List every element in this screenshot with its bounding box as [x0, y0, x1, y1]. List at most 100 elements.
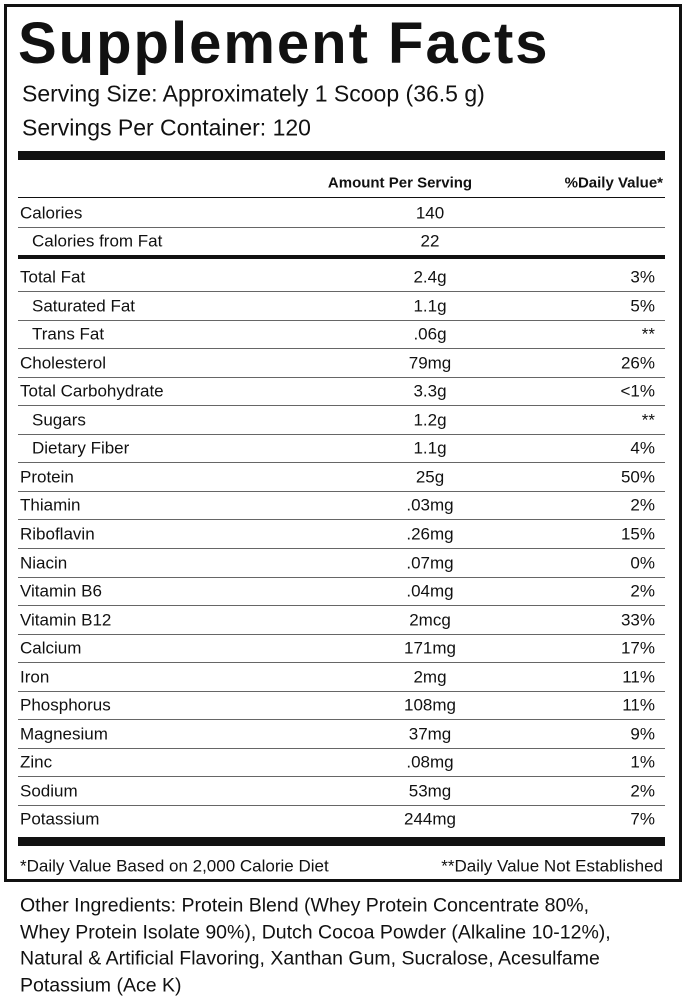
thick-rule	[18, 837, 665, 846]
daily-value: 1%	[630, 752, 655, 772]
row-rule	[18, 747, 665, 749]
daily-value: 2%	[630, 781, 655, 801]
nutrient-name: Dietary Fiber	[32, 438, 130, 458]
other-ingredients: Other Ingredients: Protein Blend (Whey P…	[20, 894, 590, 917]
row-rule	[18, 719, 665, 721]
nutrient-name: Protein	[20, 467, 74, 487]
daily-value: 26%	[620, 353, 655, 373]
daily-value: **	[641, 324, 655, 344]
row-rule	[18, 547, 665, 549]
nutrient-name: Iron	[20, 667, 50, 687]
row-rule	[18, 576, 665, 578]
nutrient-name: Sodium	[20, 781, 78, 801]
footnote: *Daily Value Based on 2,000 Calorie Diet	[20, 856, 329, 876]
daily-value: 7%	[630, 809, 655, 829]
nutrient-name: Vitamin B12	[20, 610, 112, 630]
nutrient-name: Zinc	[20, 752, 53, 772]
nutrient-name: Riboflavin	[20, 524, 95, 544]
nutrient-name: Calcium	[20, 638, 82, 658]
nutrient-name: Thiamin	[20, 495, 81, 515]
daily-value: 17%	[620, 638, 655, 658]
amount: .07mg	[406, 553, 454, 572]
nutrient-name: Saturated Fat	[32, 296, 136, 316]
daily-value: 2%	[630, 581, 655, 601]
daily-value: 3%	[630, 267, 655, 287]
amount: 171mg	[404, 638, 456, 658]
nutrient-name: Total Carbohydrate	[20, 381, 164, 401]
daily-value: **	[641, 410, 655, 430]
amount: 1.2g	[413, 410, 447, 430]
other-ingredients: Natural & Artificial Flavoring, Xanthan …	[20, 947, 600, 970]
amount: 3.3g	[413, 381, 447, 401]
amount: 53mg	[408, 781, 452, 801]
row-rule	[18, 405, 665, 407]
daily-value: <1%	[620, 381, 656, 401]
amount: 1.1g	[413, 438, 447, 458]
amount: .03mg	[406, 495, 454, 515]
amount: 25g	[415, 467, 445, 487]
amount: 140	[415, 203, 445, 223]
amount: 37mg	[408, 724, 452, 744]
daily-value: 4%	[630, 438, 655, 458]
amount: 79mg	[408, 353, 452, 373]
thick-rule	[18, 151, 665, 160]
nutrient-name: Vitamin B6	[20, 581, 102, 601]
amount: 108mg	[404, 695, 456, 715]
amount: 2mcg	[409, 610, 451, 630]
row-rule	[18, 776, 665, 778]
row-rule	[18, 605, 665, 607]
other-ingredients: Whey Protein Isolate 90%), Dutch Cocoa P…	[20, 920, 611, 943]
amount: 1.1g	[413, 296, 447, 316]
nutrient-name: Sugars	[32, 410, 86, 430]
nutrient-name: Niacin	[20, 553, 68, 572]
nutrient-name: Magnesium	[20, 724, 108, 744]
thick-rule	[18, 255, 665, 259]
row-rule	[18, 291, 665, 292]
daily-value: 11%	[622, 667, 655, 687]
nutrient-name: Cholesterol	[20, 353, 106, 373]
amount: 22	[420, 231, 440, 251]
label-border	[4, 4, 682, 882]
row-rule	[18, 227, 665, 228]
daily-value: 33%	[620, 610, 655, 630]
amount: .08mg	[406, 752, 454, 772]
nutrient-name: Phosphorus	[20, 695, 111, 715]
nutrient-name: Total Fat	[20, 267, 86, 287]
other-ingredients: Potassium (Ace K)	[20, 973, 182, 996]
amount: 2mg	[413, 667, 447, 687]
row-rule	[18, 433, 665, 435]
row-rule	[18, 319, 665, 321]
row-rule	[18, 633, 665, 635]
row-rule	[18, 348, 665, 350]
daily-value: 11%	[622, 695, 655, 715]
amount-header: Amount Per Serving	[327, 174, 473, 192]
daily-value: 9%	[630, 724, 655, 744]
row-rule	[18, 376, 665, 378]
row-rule	[18, 662, 665, 664]
amount: .04mg	[406, 581, 454, 601]
amount: 244mg	[404, 809, 456, 829]
daily-value: 50%	[620, 467, 655, 487]
daily-value: 0%	[630, 553, 655, 572]
nutrient-name: Trans Fat	[32, 324, 105, 344]
servings-per-container: Servings Per Container: 120	[22, 114, 311, 141]
amount: .26mg	[406, 524, 454, 544]
title: Supplement Facts	[18, 11, 550, 76]
amount: 2.4g	[413, 267, 447, 287]
row-rule	[18, 804, 665, 806]
thin-rule	[18, 197, 665, 198]
row-rule	[18, 462, 665, 464]
nutrient-name: Potassium	[20, 809, 100, 829]
row-rule	[18, 519, 665, 521]
amount: .06g	[413, 324, 447, 344]
daily-value: 15%	[620, 524, 655, 544]
daily-value-header: %Daily Value*	[564, 174, 663, 192]
row-rule	[18, 490, 665, 492]
daily-value: 5%	[630, 296, 655, 316]
footnote: **Daily Value Not Established	[441, 856, 663, 876]
serving-size: Serving Size: Approximately 1 Scoop (36.…	[22, 80, 485, 107]
daily-value: 2%	[630, 495, 655, 515]
row-rule	[18, 690, 665, 692]
nutrient-name: Calories	[20, 203, 83, 223]
